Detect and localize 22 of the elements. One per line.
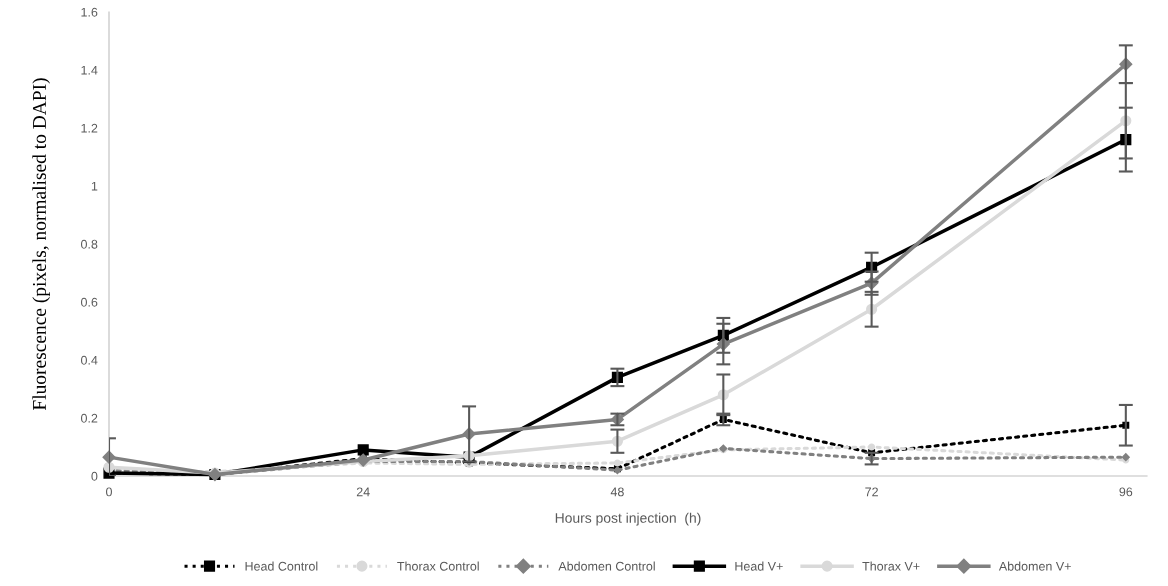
legend-label: Abdomen Control — [558, 561, 655, 571]
x-tick-label: 72 — [865, 487, 878, 497]
legend-label: Thorax Control — [397, 561, 479, 571]
legend-label: Thorax V+ — [862, 561, 920, 571]
y-axis-title: Fluorescence (pixels, normalised to DAPI) — [32, 78, 50, 411]
y-tick-label: 0 — [91, 471, 98, 481]
y-tick-label: 1.2 — [81, 123, 98, 133]
x-tick-label: 96 — [1119, 487, 1133, 497]
legend-label: Head Control — [245, 561, 318, 571]
x-tick-label: 0 — [106, 487, 112, 497]
x-tick-label: 48 — [610, 487, 624, 497]
y-tick-label: 0.6 — [81, 297, 98, 307]
y-tick-label: 1 — [91, 181, 98, 191]
y-tick-label: 1.6 — [81, 7, 98, 17]
y-tick-label: 1.4 — [81, 65, 98, 75]
x-tick-label: 24 — [356, 487, 370, 497]
y-tick-label: 0.8 — [81, 239, 98, 249]
y-tick-label: 0.2 — [81, 413, 98, 423]
x-axis-title: Hours post injection (h) — [555, 512, 701, 526]
legend-label: Abdomen V+ — [998, 561, 1071, 571]
y-tick-label: 0.4 — [81, 355, 98, 365]
legend-label: Head V+ — [735, 561, 783, 571]
